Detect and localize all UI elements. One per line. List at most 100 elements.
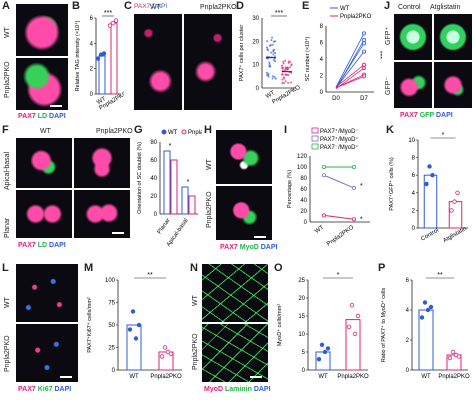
data-point: [113, 18, 119, 23]
panel-c-image-wt: [134, 14, 182, 110]
data-point: [319, 342, 325, 347]
panel-j-image-control-pos: [394, 14, 432, 60]
y-tick-label: 6: [406, 278, 410, 284]
data-point: [159, 354, 165, 359]
panel-a-row-wt: WT: [4, 27, 11, 38]
y-tick-label: 15: [298, 314, 305, 320]
sig-stars: *: [360, 216, 363, 223]
y-tick-label: 20: [252, 39, 259, 45]
x-tick-label: Pnpla2PKO: [337, 374, 369, 380]
panel-h-ch-dapi: DAPI: [260, 244, 278, 251]
legend-swatch: [311, 135, 319, 142]
legend-marker: [161, 129, 167, 135]
data-point: [162, 345, 168, 350]
series-line: [335, 64, 365, 88]
panel-j-image-control-neg: [394, 62, 432, 108]
panel-k-chart: 0 2 4 6 8 10 Control Atglistatin * PAX7⁺GFP⁺ cell…: [388, 132, 468, 244]
panel-f-image-ko-planar: [74, 190, 130, 238]
data-point: [362, 49, 367, 54]
series-line: [335, 51, 365, 89]
y-tick-label: 4: [406, 308, 410, 314]
y-tick-label: 25: [108, 346, 115, 352]
y-tick-label: 2: [90, 67, 94, 73]
panel-f-channels: PAX7 LD DAPI: [18, 242, 66, 249]
y-tick-label: 0: [412, 226, 416, 232]
data-point: [322, 165, 327, 170]
panel-h-row-ko: Pnpla2PKO: [206, 191, 213, 228]
legend-swatch: [311, 143, 319, 150]
panel-i-letter: I: [284, 124, 288, 136]
data-point: [266, 40, 269, 43]
y-tick-label: 80: [300, 176, 307, 182]
y-axis-label: MyoD⁺ cells/mm²: [276, 304, 283, 346]
data-point: [281, 81, 284, 84]
data-point: [428, 304, 434, 310]
x-tick-label: Control: [420, 228, 440, 243]
y-tick-label: 6: [412, 173, 416, 179]
data-point: [272, 59, 275, 62]
panel-a-scale-bar: [50, 105, 62, 107]
x-tick-label: WT: [96, 96, 107, 106]
panel-b-letter: B: [72, 0, 80, 12]
y-axis-label: Relative TAG intensity (×10⁴): [74, 20, 81, 91]
y-tick-label: 2: [406, 338, 410, 344]
y-tick-label: 2: [412, 208, 416, 214]
data-point: [273, 76, 276, 79]
data-point: [427, 164, 432, 169]
panel-a-ch-ld: LD: [37, 113, 48, 120]
data-point: [455, 190, 460, 195]
y-tick-label: 4: [412, 191, 416, 197]
data-point: [352, 217, 357, 222]
bar: [163, 150, 171, 215]
data-point: [269, 44, 272, 47]
data-point: [419, 315, 425, 320]
y-axis-label: Orientation of SC doublet (%): [137, 142, 143, 214]
x-tick-label: WT: [265, 90, 276, 100]
panel-c-ch-pax7: PAX7: [134, 3, 151, 10]
series-line: [335, 39, 365, 89]
panel-f-ch-dapi: DAPI: [49, 242, 66, 249]
panel-o-letter: O: [274, 262, 283, 274]
data-point: [136, 322, 142, 328]
data-point: [425, 307, 431, 313]
data-point: [289, 61, 292, 64]
panel-j-row-gfp-neg: GFP⁻: [385, 76, 392, 95]
bar: [126, 324, 142, 371]
y-axis-label: SC number (×10⁴): [304, 36, 311, 81]
data-point: [322, 213, 327, 218]
panel-j-image-atg-neg: [434, 62, 472, 108]
data-point: [422, 300, 428, 305]
data-point: [274, 77, 277, 80]
y-tick-label: 0: [302, 368, 306, 374]
y-tick-label: 10: [298, 332, 305, 338]
panel-c-ch-dapi: DAPI: [151, 3, 168, 10]
data-point: [107, 23, 113, 28]
panel-a-ch-pax7: PAX7: [18, 113, 36, 120]
y-axis-label: PAX7⁺ cells per cluster: [238, 25, 245, 81]
legend-swatch: [311, 127, 319, 134]
panel-n-channels: MyoD Laminin DAPI: [204, 386, 271, 393]
data-point: [424, 181, 429, 187]
panel-n-row-wt: WT: [192, 295, 199, 306]
data-point: [322, 349, 328, 355]
data-point: [284, 67, 287, 70]
y-tick-label: 40: [300, 198, 307, 204]
data-point: [352, 185, 357, 190]
data-point: [282, 62, 285, 65]
legend-label: WT: [340, 6, 350, 12]
y-tick-label: 40: [150, 176, 157, 182]
y-tick-label: 0: [154, 212, 158, 218]
data-point: [452, 199, 457, 204]
panel-f-image-ko-apical: [74, 138, 130, 188]
sig-stars: ***: [104, 10, 112, 17]
bar: [170, 159, 178, 215]
panel-m-chart: 0 25 50 75 100 WT Pnpla2PKO ** PAX7⁺Ki67⁺ cells/…: [86, 272, 182, 380]
series-line: [335, 67, 365, 90]
panel-l-ch-dapi: DAPI: [54, 386, 72, 393]
x-tick-label: Atglistatin: [442, 226, 468, 244]
y-tick-label: 0: [112, 368, 116, 374]
bar: [110, 22, 118, 95]
series-line: [323, 174, 355, 189]
sig-stars: ***: [275, 10, 283, 17]
y-tick-label: 6: [90, 16, 94, 22]
